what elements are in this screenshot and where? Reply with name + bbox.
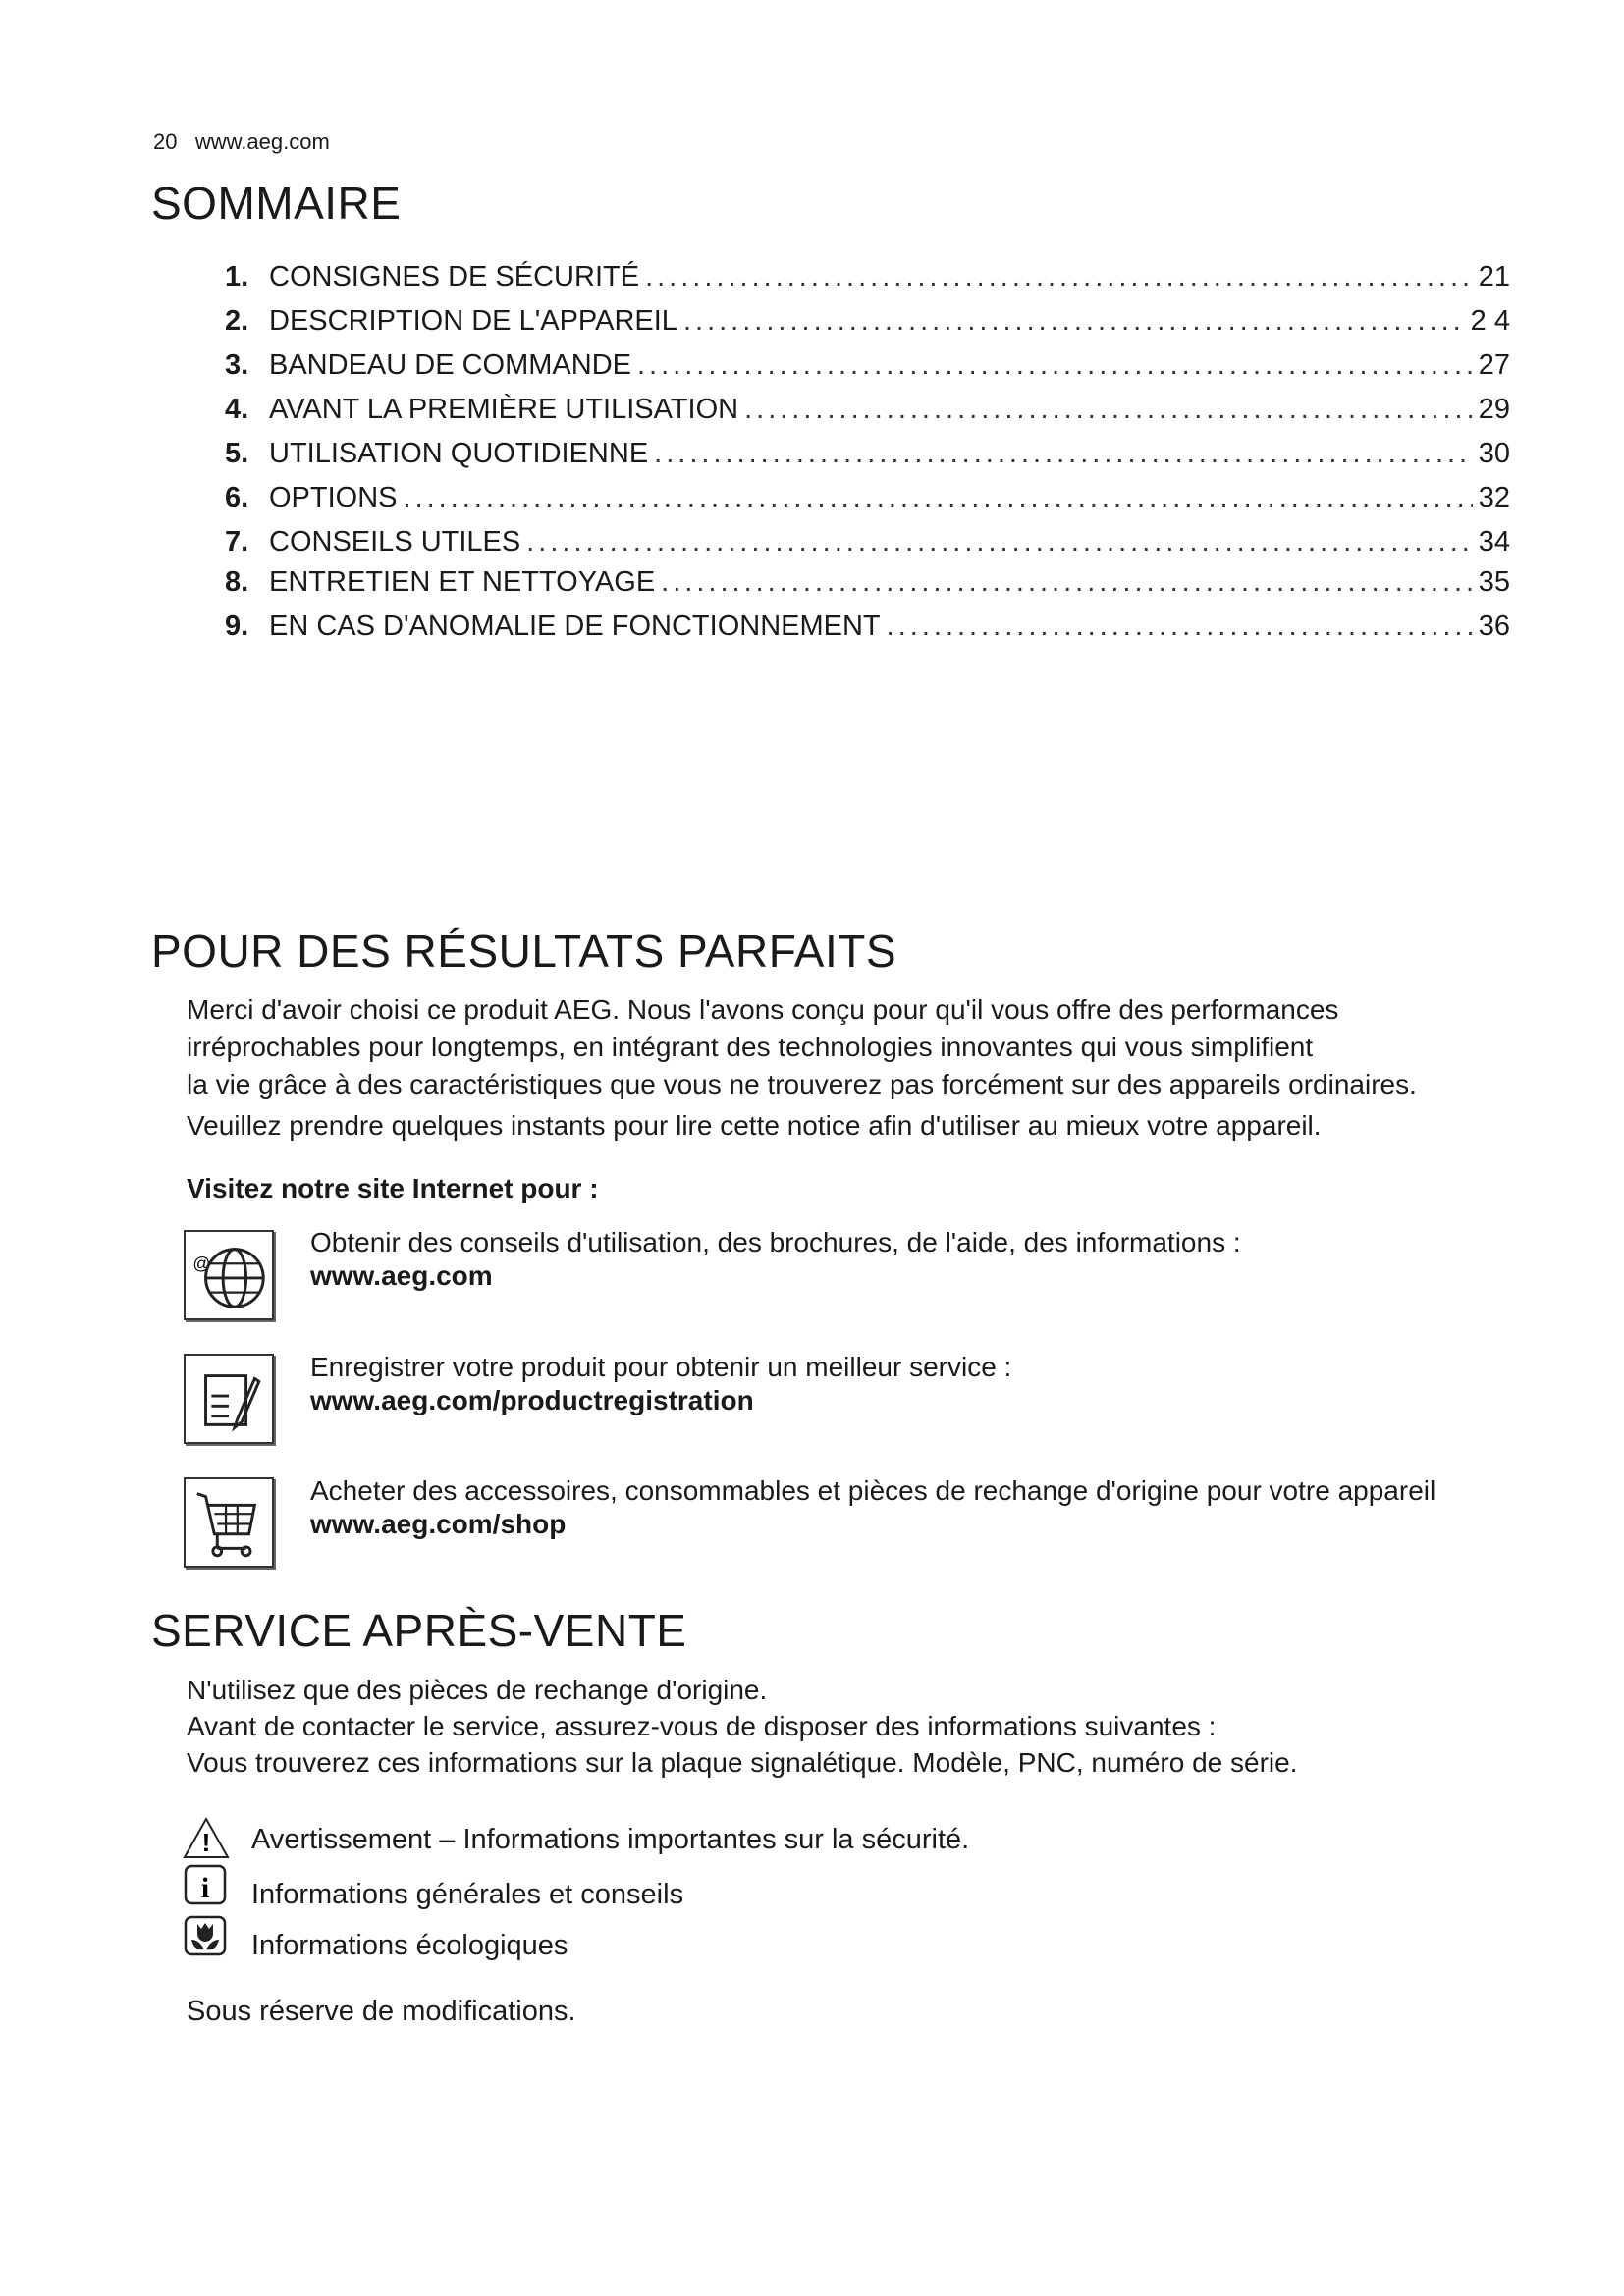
- toc-item[interactable]: 4. AVANT LA PREMIÈRE UTILISATION 29: [225, 394, 1510, 433]
- toc-leader-dots: [526, 526, 1472, 559]
- toc-page: 35: [1478, 566, 1510, 598]
- toc-number: 4.: [225, 394, 249, 425]
- toc-number: 6.: [225, 482, 249, 513]
- toc-page: 2 4: [1470, 305, 1510, 337]
- toc-page: 27: [1478, 349, 1510, 381]
- toc-label: OPTIONS: [269, 482, 398, 513]
- intro-line: Veuillez prendre quelques instants pour …: [187, 1110, 1322, 1141]
- toc-label: DESCRIPTION DE L'APPAREIL: [269, 305, 677, 337]
- visit-link[interactable]: www.aeg.com/shop: [310, 1509, 567, 1539]
- toc-number: 2.: [225, 305, 249, 337]
- results-title: POUR DES RÉSULTATS PARFAITS: [151, 926, 897, 977]
- visit-text: Acheter des accessoires, consommables et…: [310, 1475, 1436, 1506]
- globe-at-icon: @: [184, 1230, 274, 1320]
- visit-link[interactable]: www.aeg.com: [310, 1260, 493, 1291]
- legend-text: Informations générales et conseils: [251, 1879, 684, 1910]
- intro-line: Merci d'avoir choisi ce produit AEG. Nou…: [187, 994, 1339, 1025]
- page-header: 20 www.aeg.com: [153, 130, 330, 155]
- service-line: Avant de contacter le service, assurez-v…: [187, 1711, 1217, 1741]
- toc-number: 1.: [225, 261, 249, 293]
- toc-label: CONSEILS UTILES: [269, 526, 521, 558]
- toc-title: SOMMAIRE: [151, 178, 402, 229]
- svg-text:!: !: [202, 1828, 211, 1857]
- toc-item[interactable]: 1. CONSIGNES DE SÉCURITÉ 21: [225, 261, 1510, 300]
- service-line: N'utilisez que des pièces de rechange d'…: [187, 1675, 768, 1705]
- toc-item[interactable]: 8. ENTRETIEN ET NETTOYAGE 35: [225, 566, 1510, 606]
- service-title: SERVICE APRÈS-VENTE: [151, 1605, 687, 1656]
- toc-label: EN CAS D'ANOMALIE DE FONCTIONNEMENT: [269, 611, 881, 642]
- toc-page: 32: [1478, 482, 1510, 513]
- toc-leader-dots: [637, 349, 1473, 382]
- toc-label: BANDEAU DE COMMANDE: [269, 349, 631, 381]
- page-number: 20: [153, 130, 178, 154]
- toc-number: 7.: [225, 526, 249, 558]
- toc-item[interactable]: 5. UTILISATION QUOTIDIENNE 30: [225, 438, 1510, 477]
- toc-item[interactable]: 9. EN CAS D'ANOMALIE DE FONCTIONNEMENT 36: [225, 611, 1510, 650]
- toc-leader-dots: [683, 305, 1465, 338]
- toc-item[interactable]: 6. OPTIONS 32: [225, 482, 1510, 521]
- footer-note: Sous réserve de modifications.: [187, 1996, 576, 2027]
- legend-text: Avertissement – Informations importantes…: [251, 1824, 970, 1855]
- svg-text:i: i: [201, 1872, 209, 1904]
- toc-page: 30: [1478, 438, 1510, 469]
- toc-leader-dots: [887, 611, 1473, 643]
- toc-item[interactable]: 2. DESCRIPTION DE L'APPAREIL 2 4: [225, 305, 1510, 345]
- eco-flower-icon: [182, 1914, 231, 1959]
- toc-number: 3.: [225, 349, 249, 381]
- toc-number: 8.: [225, 566, 249, 598]
- toc-leader-dots: [654, 438, 1473, 470]
- service-line: Vous trouverez ces informations sur la p…: [187, 1747, 1298, 1778]
- visit-text: Enregistrer votre produit pour obtenir u…: [310, 1352, 1012, 1382]
- header-site: www.aeg.com: [194, 130, 330, 154]
- legend-text: Informations écologiques: [251, 1930, 568, 1961]
- shopping-cart-icon: [184, 1477, 274, 1568]
- visit-link[interactable]: www.aeg.com/productregistration: [310, 1385, 754, 1415]
- toc-number: 5.: [225, 438, 249, 469]
- visit-heading: Visitez notre site Internet pour :: [187, 1173, 599, 1203]
- warning-icon: !: [182, 1816, 231, 1861]
- toc-leader-dots: [404, 482, 1473, 514]
- intro-line: irréprochables pour longtemps, en intégr…: [187, 1032, 1314, 1062]
- toc-leader-dots: [645, 261, 1473, 294]
- registration-form-icon: [184, 1354, 274, 1444]
- toc-item[interactable]: 7. CONSEILS UTILES 34: [225, 526, 1510, 565]
- results-intro: Merci d'avoir choisi ce produit AEG. Nou…: [187, 991, 1417, 1145]
- visit-text: Obtenir des conseils d'utilisation, des …: [310, 1227, 1241, 1257]
- intro-line: la vie grâce à des caractéristiques que …: [187, 1069, 1417, 1099]
- info-icon: i: [182, 1863, 231, 1908]
- toc-page: 36: [1478, 611, 1510, 642]
- toc-item[interactable]: 3. BANDEAU DE COMMANDE 27: [225, 349, 1510, 389]
- toc-leader-dots: [661, 566, 1473, 599]
- toc-leader-dots: [744, 394, 1473, 426]
- toc-label: ENTRETIEN ET NETTOYAGE: [269, 566, 656, 598]
- toc-label: CONSIGNES DE SÉCURITÉ: [269, 261, 640, 293]
- toc-page: 21: [1478, 261, 1510, 293]
- toc-label: AVANT LA PREMIÈRE UTILISATION: [269, 394, 739, 425]
- toc-number: 9.: [225, 611, 249, 642]
- toc-page: 29: [1478, 394, 1510, 425]
- service-text: N'utilisez que des pièces de rechange d'…: [187, 1672, 1297, 1781]
- toc-page: 34: [1478, 526, 1510, 558]
- toc-label: UTILISATION QUOTIDIENNE: [269, 438, 649, 469]
